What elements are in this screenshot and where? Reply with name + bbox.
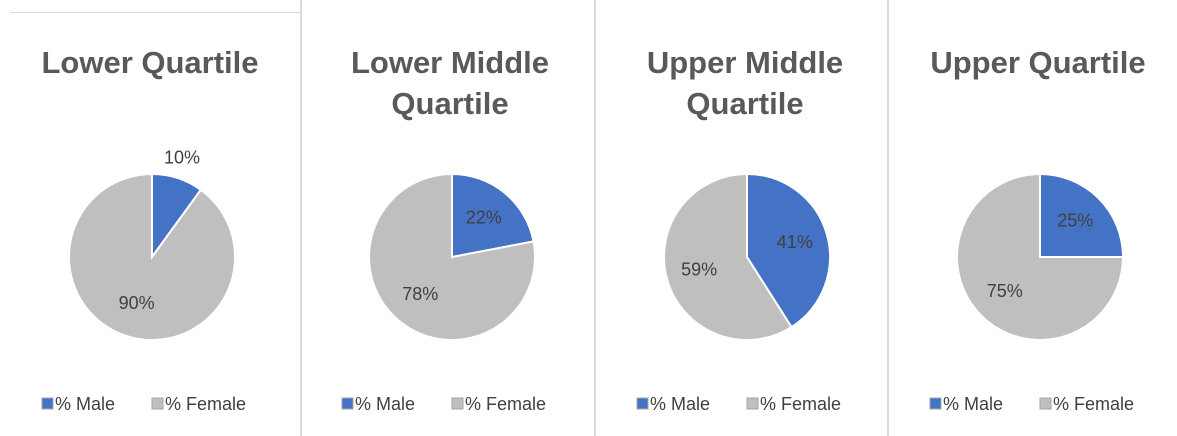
divider: [300, 0, 302, 436]
legend-label: % Male: [650, 394, 710, 414]
data-label: 78%: [402, 284, 438, 304]
data-label: 75%: [987, 281, 1023, 301]
legend-swatch: [1039, 397, 1052, 410]
frame-top: [10, 12, 300, 13]
pie-slice: [1039, 172, 1125, 258]
legend-label: % Female: [760, 394, 841, 414]
chart-panel: 22% 78% % Male % Female Lower Middle Quartil…: [300, 0, 595, 436]
legend-label: % Male: [55, 394, 115, 414]
legend-label: % Female: [465, 394, 546, 414]
divider: [887, 0, 889, 436]
chart: 25% 75% % Male % Female: [929, 172, 1134, 414]
data-label: 90%: [119, 293, 155, 313]
legend-label: % Male: [943, 394, 1003, 414]
pie-slice: [368, 172, 536, 341]
chart-panel: 25% 75% % Male % Female Upper Quartile: [888, 0, 1177, 436]
legend-swatch: [929, 397, 942, 410]
data-label: 10%: [164, 147, 200, 167]
divider: [594, 0, 596, 436]
chart-panel: 41% 59% % Male % Female Upper Middle Quartil…: [595, 0, 890, 436]
chart: 10% 90% % Male % Female: [41, 147, 246, 414]
pie-slice: [451, 172, 535, 259]
legend-swatch: [341, 397, 354, 410]
legend-swatch: [746, 397, 759, 410]
chart-title: Lower Middle Quartile: [350, 45, 550, 121]
legend-swatch: [636, 397, 649, 410]
chart: 41% 59% % Male % Female: [636, 172, 841, 414]
pie-slice: [68, 172, 236, 341]
chart-title: Upper Middle Quartile: [646, 45, 844, 121]
legend-swatch: [151, 397, 164, 410]
pie-slice: [956, 172, 1125, 341]
legend-label: % Male: [355, 394, 415, 414]
data-label: 22%: [466, 207, 502, 227]
data-label: 59%: [681, 260, 717, 280]
data-label: 41%: [777, 232, 813, 252]
chart-panel: 10% 90% % Male % Female Lower Quartile: [0, 0, 295, 436]
pie-slice: [663, 172, 793, 341]
chart-title: Upper Quartile: [930, 45, 1146, 80]
chart: 22% 78% % Male % Female: [341, 172, 546, 414]
legend-label: % Female: [1053, 394, 1134, 414]
data-label: 25%: [1057, 211, 1093, 231]
legend-swatch: [451, 397, 464, 410]
legend-swatch: [41, 397, 54, 410]
chart-title: Lower Quartile: [41, 45, 259, 80]
legend-label: % Female: [165, 394, 246, 414]
